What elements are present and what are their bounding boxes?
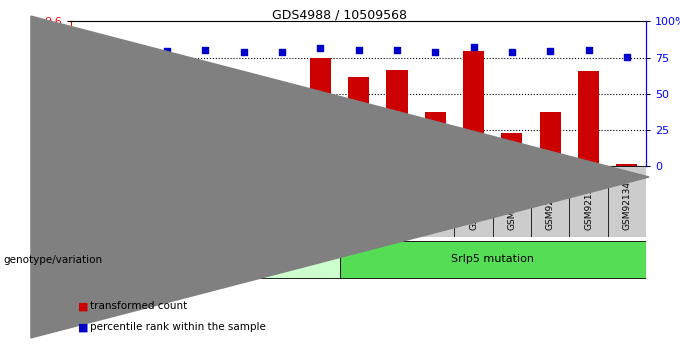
Point xyxy=(85,54,96,59)
Bar xyxy=(186,166,224,237)
Bar xyxy=(348,77,369,166)
Bar xyxy=(339,166,378,237)
Point xyxy=(583,47,594,52)
Text: GSM921330: GSM921330 xyxy=(239,175,248,230)
Text: GSM921337: GSM921337 xyxy=(507,175,516,230)
Bar xyxy=(156,108,177,166)
Bar xyxy=(463,51,484,166)
Text: GSM921335: GSM921335 xyxy=(431,175,440,230)
Bar xyxy=(71,241,339,278)
Bar xyxy=(454,166,493,237)
Point xyxy=(392,47,403,52)
Text: GSM921332: GSM921332 xyxy=(316,175,325,230)
Text: GSM921334: GSM921334 xyxy=(392,175,401,230)
Text: genotype/variation: genotype/variation xyxy=(3,255,103,265)
Bar xyxy=(569,166,608,237)
Polygon shape xyxy=(31,16,649,338)
Text: GSM921338: GSM921338 xyxy=(546,175,555,230)
Point xyxy=(507,50,517,55)
Text: GSM921327: GSM921327 xyxy=(124,175,133,230)
Text: transformed count: transformed count xyxy=(90,301,187,311)
Bar xyxy=(425,112,446,166)
Text: ■: ■ xyxy=(78,322,88,332)
Bar xyxy=(608,166,646,237)
Text: GSM921339: GSM921339 xyxy=(584,175,593,230)
Point xyxy=(622,54,632,59)
Point xyxy=(277,49,288,55)
Bar xyxy=(301,166,339,237)
Bar xyxy=(148,166,186,237)
Bar xyxy=(578,71,599,166)
Text: GSM921329: GSM921329 xyxy=(201,175,210,230)
Text: GSM921326: GSM921326 xyxy=(86,175,95,230)
Bar xyxy=(118,136,139,166)
Text: GSM921336: GSM921336 xyxy=(469,175,478,230)
Text: Srlp5 mutation: Srlp5 mutation xyxy=(452,254,534,264)
Point xyxy=(430,49,441,55)
Bar xyxy=(224,166,263,237)
Text: GSM921340: GSM921340 xyxy=(622,175,631,230)
Bar xyxy=(386,70,407,166)
Bar xyxy=(195,93,216,166)
Point xyxy=(354,47,364,52)
Bar xyxy=(531,166,569,237)
Bar xyxy=(271,126,292,166)
Text: GDS4988 / 10509568: GDS4988 / 10509568 xyxy=(273,9,407,22)
Bar xyxy=(339,241,646,278)
Point xyxy=(200,47,211,53)
Bar xyxy=(416,166,454,237)
Bar xyxy=(80,165,101,166)
Bar xyxy=(71,166,109,237)
Bar xyxy=(310,57,331,166)
Text: GSM921331: GSM921331 xyxy=(277,175,286,230)
Point xyxy=(238,49,249,55)
Text: ■: ■ xyxy=(78,301,88,311)
Point xyxy=(315,45,326,51)
Text: percentile rank within the sample: percentile rank within the sample xyxy=(90,322,266,332)
Point xyxy=(162,48,173,54)
Point xyxy=(468,44,479,50)
Bar xyxy=(501,132,522,166)
Bar xyxy=(493,166,531,237)
Text: wild type: wild type xyxy=(180,254,231,264)
Bar xyxy=(109,166,148,237)
Point xyxy=(545,48,556,54)
Bar xyxy=(540,112,561,166)
Bar xyxy=(263,166,301,237)
Bar xyxy=(616,164,637,166)
Bar xyxy=(233,111,254,166)
Bar xyxy=(378,166,416,237)
Text: GSM921328: GSM921328 xyxy=(163,175,171,230)
Point xyxy=(123,52,134,57)
Text: GSM921333: GSM921333 xyxy=(354,175,363,230)
